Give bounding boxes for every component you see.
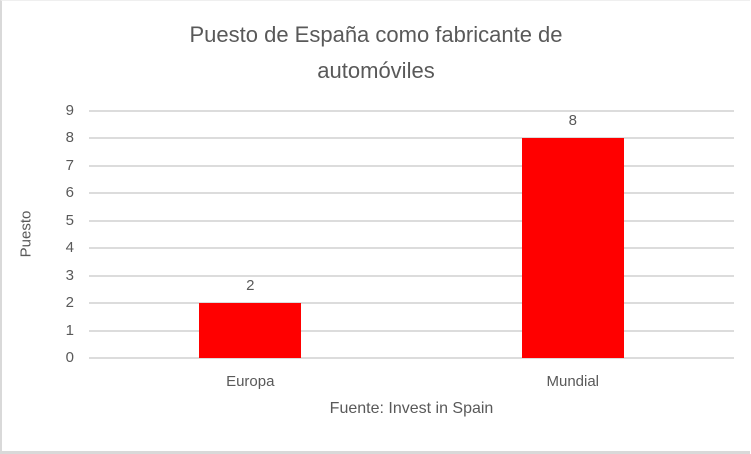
bar-value-label: 8 xyxy=(568,112,577,130)
source-caption: Fuente: Invest in Spain xyxy=(329,400,494,417)
chart-title: Puesto de España como fabricante de auto… xyxy=(2,17,750,89)
gridline xyxy=(89,164,734,167)
bar-value-label: 2 xyxy=(246,277,255,295)
gridline xyxy=(89,110,734,112)
y-axis-tick-label: 4 xyxy=(65,239,74,257)
chart-title-line1: Puesto de España como fabricante de xyxy=(189,22,563,47)
chart-title-line2: automóviles xyxy=(317,58,435,83)
bar-europa xyxy=(199,303,302,358)
gridline xyxy=(89,274,734,277)
gridline xyxy=(89,137,734,140)
x-axis-category-label: Mundial xyxy=(546,373,600,390)
gridline xyxy=(89,219,734,222)
y-axis-tick-label: 1 xyxy=(65,321,74,339)
y-axis-tick-label: 0 xyxy=(65,349,74,366)
y-axis-tick-label: 8 xyxy=(65,129,74,147)
gridline xyxy=(89,247,734,250)
gridline xyxy=(89,329,734,332)
y-axis-tick-label: 3 xyxy=(65,266,74,284)
y-axis-tick-label: 9 xyxy=(65,102,74,119)
gridline xyxy=(89,192,734,195)
gridline xyxy=(89,357,734,359)
bar-mundial xyxy=(521,138,624,358)
gridline xyxy=(89,302,734,305)
y-axis-tick-label: 6 xyxy=(65,184,74,202)
y-axis-tick-label: 2 xyxy=(65,294,74,312)
y-axis-tick-label: 5 xyxy=(65,211,74,229)
x-axis-category-label: Europa xyxy=(226,373,275,390)
y-axis-tick-label: 7 xyxy=(65,156,74,174)
plot-area xyxy=(89,110,734,359)
